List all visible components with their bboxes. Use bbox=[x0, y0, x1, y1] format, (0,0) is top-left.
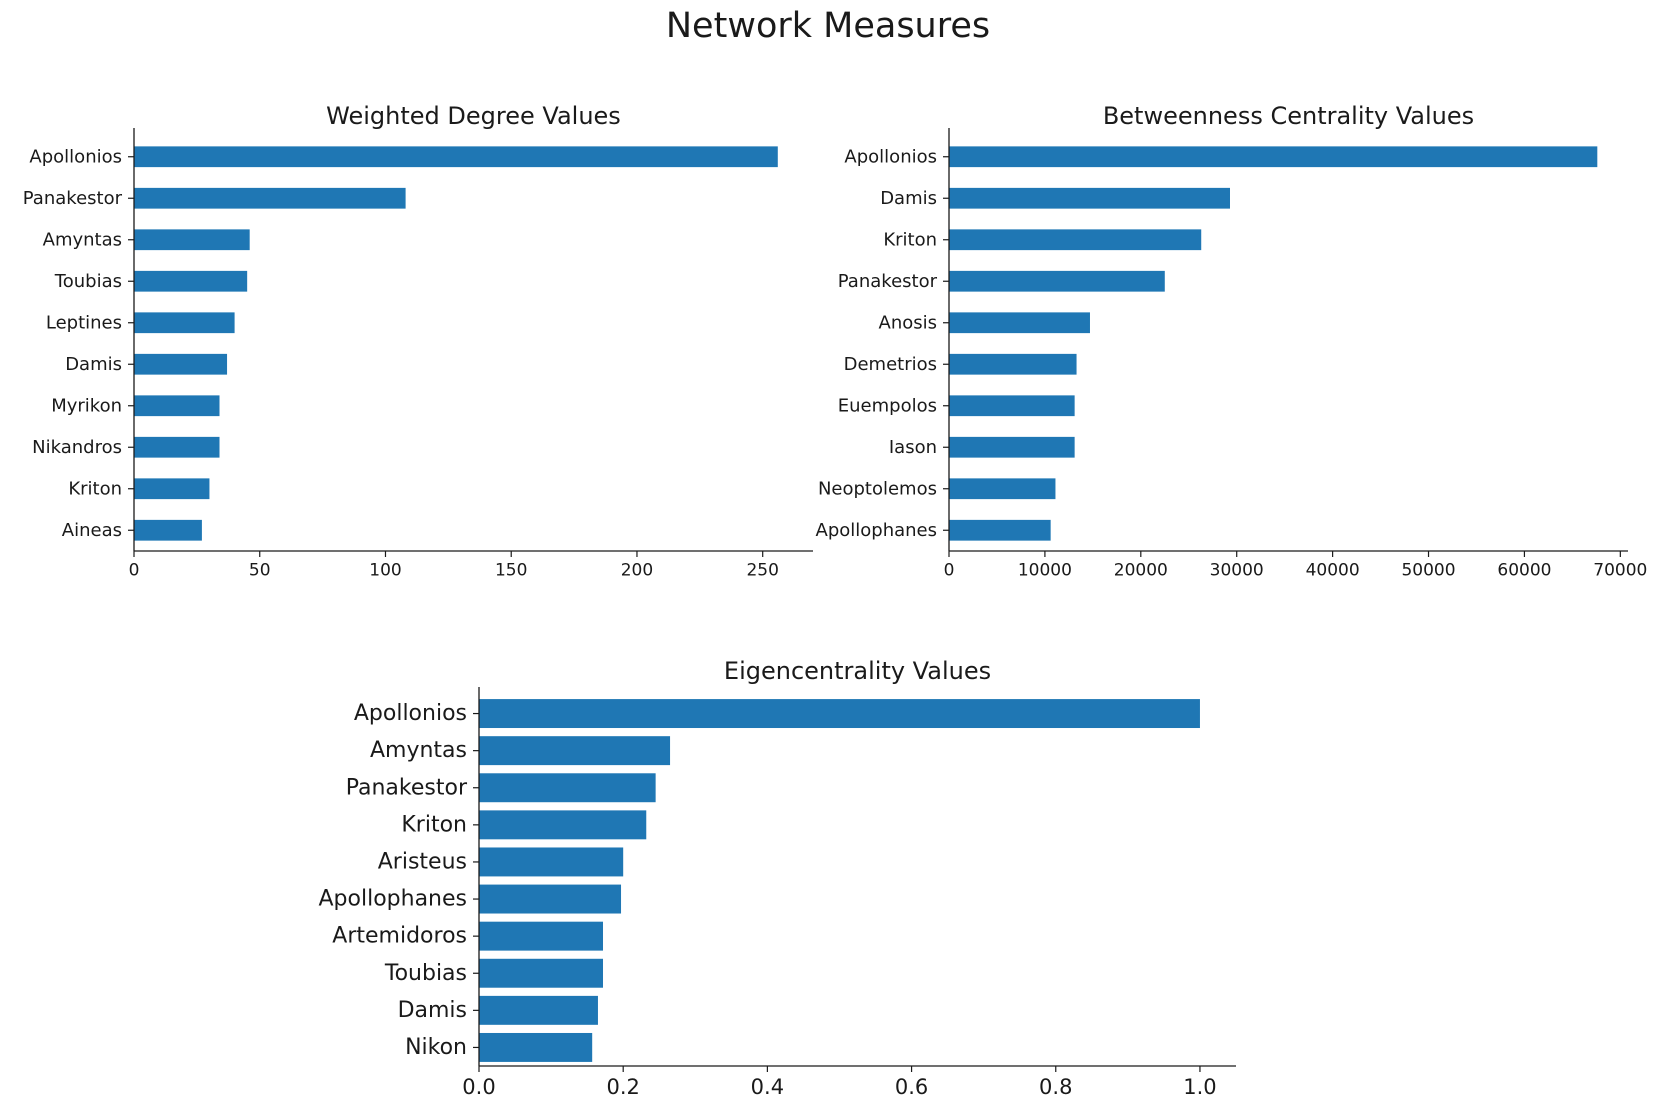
x-tick-label: 250 bbox=[746, 560, 778, 580]
bar-apollonios bbox=[479, 699, 1200, 729]
bar-aristeus bbox=[479, 847, 624, 877]
x-tick-label: 50 bbox=[249, 560, 271, 580]
x-tick-label: 150 bbox=[495, 560, 527, 580]
x-tick-label: 30000 bbox=[1210, 560, 1264, 580]
chart-panel-2: Betweenness Centrality Values Apollonios D… bbox=[816, 102, 1648, 580]
y-tick-label: Amyntas bbox=[370, 738, 467, 763]
bar-myrikon bbox=[134, 395, 220, 417]
y-tick-label: Apollophanes bbox=[816, 520, 938, 541]
y-tick-label: Aineas bbox=[62, 520, 122, 541]
bar-apollophanes bbox=[949, 519, 1051, 541]
y-tick-label: Apollonios bbox=[29, 146, 122, 167]
bar-damis bbox=[479, 995, 598, 1025]
x-tick-label: 0.8 bbox=[1039, 1075, 1072, 1099]
y-tick-label: Euempolos bbox=[838, 395, 937, 416]
y-tick-label: Nikon bbox=[405, 1035, 467, 1060]
x-tick-label: 50000 bbox=[1401, 560, 1455, 580]
bar-kriton bbox=[949, 229, 1202, 251]
bar-aineas bbox=[134, 519, 202, 541]
bar-demetrios bbox=[949, 353, 1077, 375]
x-tick-label: 70000 bbox=[1593, 560, 1647, 580]
bar-euempolos bbox=[949, 395, 1075, 417]
bar-artemidoros bbox=[479, 921, 604, 951]
y-tick-label: Damis bbox=[880, 188, 937, 209]
x-tick-label: 0.6 bbox=[895, 1075, 928, 1099]
bar-leptines bbox=[134, 312, 235, 334]
bar-neoptolemos bbox=[949, 478, 1056, 500]
chart-title: Eigencentrality Values bbox=[724, 657, 991, 685]
y-tick-label: Damis bbox=[65, 354, 122, 375]
x-tick-label: 10000 bbox=[1018, 560, 1072, 580]
y-tick-label: Aristeus bbox=[378, 849, 467, 874]
y-tick-label: Panakestor bbox=[346, 775, 468, 800]
y-tick-label: Artemidoros bbox=[332, 924, 467, 949]
bar-panakestor bbox=[134, 187, 406, 209]
x-tick-label: 60000 bbox=[1497, 560, 1551, 580]
y-tick-label: Myrikon bbox=[51, 395, 122, 416]
y-tick-label: Iason bbox=[889, 437, 937, 458]
x-tick-label: 200 bbox=[621, 560, 653, 580]
bar-apollonios bbox=[949, 146, 1598, 168]
x-tick-label: 0.0 bbox=[462, 1075, 495, 1099]
bar-apollonios bbox=[134, 146, 778, 168]
y-tick-label: Apollonios bbox=[354, 701, 467, 726]
y-tick-label: Anosis bbox=[879, 312, 938, 333]
bar-amyntas bbox=[134, 229, 250, 251]
y-tick-label: Panakestor bbox=[23, 188, 123, 209]
y-tick-label: Apollonios bbox=[844, 146, 937, 167]
y-tick-label: Demetrios bbox=[844, 354, 937, 375]
bar-nikandros bbox=[134, 436, 220, 458]
x-tick-label: 40000 bbox=[1306, 560, 1360, 580]
bar-anosis bbox=[949, 312, 1090, 334]
x-tick-label: 1.0 bbox=[1183, 1075, 1216, 1099]
bar-kriton bbox=[479, 810, 647, 840]
figure-title: Network Measures bbox=[665, 6, 991, 46]
bar-toubias bbox=[479, 958, 604, 988]
bar-toubias bbox=[134, 270, 248, 292]
x-tick-label: 100 bbox=[369, 560, 401, 580]
x-tick-label: 0.2 bbox=[606, 1075, 639, 1099]
y-tick-label: Toubias bbox=[54, 271, 122, 292]
y-tick-label: Kriton bbox=[883, 229, 937, 250]
y-tick-label: Amyntas bbox=[43, 229, 122, 250]
bar-panakestor bbox=[479, 773, 656, 803]
chart-title: Betweenness Centrality Values bbox=[1103, 102, 1474, 130]
bar-panakestor bbox=[949, 270, 1165, 292]
x-tick-label: 20000 bbox=[1114, 560, 1168, 580]
bar-apollophanes bbox=[479, 884, 622, 914]
bar-nikon bbox=[479, 1032, 593, 1062]
y-tick-label: Neoptolemos bbox=[818, 478, 937, 499]
y-tick-label: Apollophanes bbox=[319, 887, 468, 912]
y-tick-label: Nikandros bbox=[32, 437, 122, 458]
y-tick-label: Kriton bbox=[68, 478, 122, 499]
y-tick-label: Toubias bbox=[384, 961, 467, 986]
chart-panel-1: Weighted Degree Values Apollonios Panakest… bbox=[23, 102, 813, 580]
y-tick-label: Leptines bbox=[46, 312, 122, 333]
y-tick-label: Damis bbox=[398, 998, 467, 1023]
chart-panel-3: Eigencentrality Values Apollonios Amyntas P… bbox=[319, 657, 1236, 1099]
x-tick-label: 0.4 bbox=[751, 1075, 784, 1099]
bar-iason bbox=[949, 436, 1075, 458]
x-tick-label: 0 bbox=[129, 560, 140, 580]
y-tick-label: Panakestor bbox=[838, 271, 938, 292]
x-tick-label: 0 bbox=[944, 560, 955, 580]
bar-kriton bbox=[134, 478, 210, 500]
bar-damis bbox=[949, 187, 1230, 209]
bar-damis bbox=[134, 353, 228, 375]
chart-title: Weighted Degree Values bbox=[326, 102, 621, 130]
bar-amyntas bbox=[479, 736, 671, 766]
y-tick-label: Kriton bbox=[401, 812, 467, 837]
